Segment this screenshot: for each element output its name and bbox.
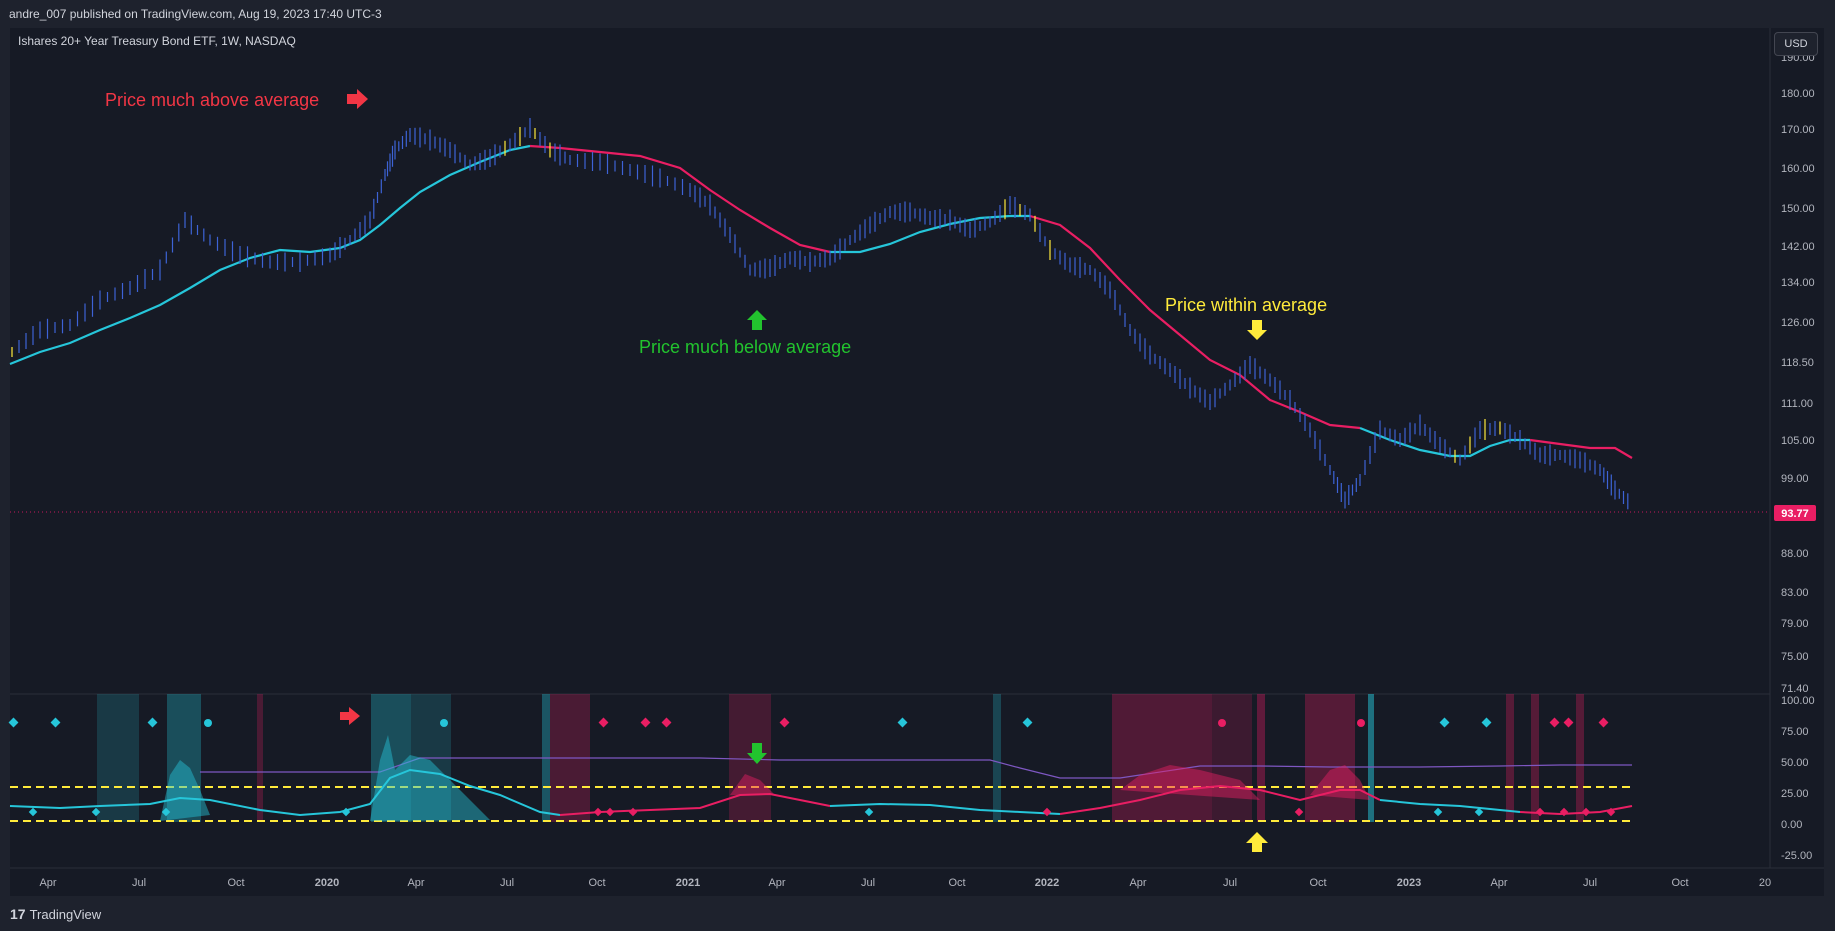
price-bars: [11, 118, 1629, 510]
time-axis-tick: 2020: [315, 877, 339, 889]
time-axis-tick: Apr: [39, 877, 56, 889]
oscillator-arrow-up-icon: [1246, 832, 1268, 852]
time-axis-tick: Jul: [861, 877, 875, 889]
currency-button[interactable]: USD: [1774, 32, 1818, 56]
time-axis-tick: 2021: [676, 877, 700, 889]
time-axis-tick: Jul: [132, 877, 146, 889]
price-axis-tick: 75.00: [1781, 651, 1809, 663]
tradingview-brand: TradingView: [29, 906, 102, 922]
time-axis-tick: 20: [1759, 877, 1771, 889]
price-axis-tick: 71.40: [1781, 683, 1809, 695]
chart-area[interactable]: [10, 28, 1824, 896]
time-axis-tick: Jul: [1583, 877, 1597, 889]
oscillator-axis[interactable]: 100.00 75.00 50.00 25.00 0.00 -25.00: [1781, 695, 1815, 862]
arrow-right-icon: [347, 89, 368, 109]
arrow-down-icon: [1247, 320, 1267, 340]
price-axis-tick: 99.00: [1781, 473, 1809, 485]
price-axis-tick: 180.00: [1781, 88, 1815, 100]
oscillator-axis-tick: 75.00: [1781, 726, 1809, 738]
tradingview-logo[interactable]: 17 TradingView: [10, 904, 101, 924]
moving-average-rising: [9, 144, 531, 366]
tradingview-mark-icon: 17: [10, 906, 26, 922]
price-axis-tick: 142.00: [1781, 241, 1815, 253]
time-axis-tick: Apr: [768, 877, 785, 889]
last-price-label: 93.77: [1781, 508, 1809, 520]
oscillator-zones: [97, 694, 1584, 822]
price-axis[interactable]: 190.00180.00170.00160.00150.00142.00134.…: [1781, 52, 1815, 695]
time-axis-tick: Oct: [948, 877, 965, 889]
oscillator-axis-tick: 50.00: [1781, 757, 1809, 769]
time-axis-tick: Oct: [227, 877, 244, 889]
price-axis-tick: 88.00: [1781, 548, 1809, 560]
oscillator-axis-tick: -25.00: [1781, 850, 1812, 862]
oscillator-axis-tick: 25.00: [1781, 788, 1809, 800]
price-axis-tick: 134.00: [1781, 277, 1815, 289]
time-axis-tick: Jul: [1223, 877, 1237, 889]
annotation-above: Price much above average: [105, 90, 319, 110]
time-axis-tick: 2022: [1035, 877, 1059, 889]
oscillator-signal-markers: [8, 717, 1616, 817]
oscillator-ma: [9, 768, 561, 817]
price-axis-tick: 105.00: [1781, 435, 1815, 447]
time-axis-tick: Apr: [1129, 877, 1146, 889]
annotation-within: Price within average: [1165, 295, 1327, 315]
oscillator-arrow-right-icon: [340, 707, 360, 725]
moving-average-falling: [529, 144, 831, 254]
price-axis-tick: 79.00: [1781, 618, 1809, 630]
oscillator-envelope: [200, 757, 1632, 779]
price-axis-tick: 126.00: [1781, 317, 1815, 329]
time-axis-tick: Jul: [500, 877, 514, 889]
annotation-below: Price much below average: [639, 337, 851, 357]
price-axis-tick: 118.50: [1781, 357, 1814, 369]
price-axis-tick: 111.00: [1781, 398, 1813, 410]
symbol-title[interactable]: Ishares 20+ Year Treasury Bond ETF, 1W, …: [18, 34, 296, 48]
time-axis-tick: Apr: [407, 877, 424, 889]
price-axis-tick: 160.00: [1781, 163, 1815, 175]
time-axis-tick: 2023: [1397, 877, 1421, 889]
price-axis-tick: 170.00: [1781, 124, 1815, 136]
last-price-badge: [1774, 505, 1816, 521]
published-header: andre_007 published on TradingView.com, …: [9, 7, 382, 21]
time-axis-tick: Apr: [1490, 877, 1507, 889]
price-axis-tick: 150.00: [1781, 203, 1815, 215]
oscillator-arrow-down-icon: [747, 743, 767, 764]
oscillator-axis-tick: 0.00: [1781, 819, 1802, 831]
oscillator-axis-tick: 100.00: [1781, 695, 1815, 707]
time-axis-tick: Oct: [1671, 877, 1688, 889]
time-axis[interactable]: Apr Jul Oct 2020 Apr Jul Oct 2021 Apr Jul Oct 2022 A…: [39, 877, 1771, 889]
time-axis-tick: Oct: [588, 877, 605, 889]
arrow-up-icon: [747, 310, 767, 330]
time-axis-tick: Oct: [1309, 877, 1326, 889]
price-axis-tick: 83.00: [1781, 587, 1809, 599]
